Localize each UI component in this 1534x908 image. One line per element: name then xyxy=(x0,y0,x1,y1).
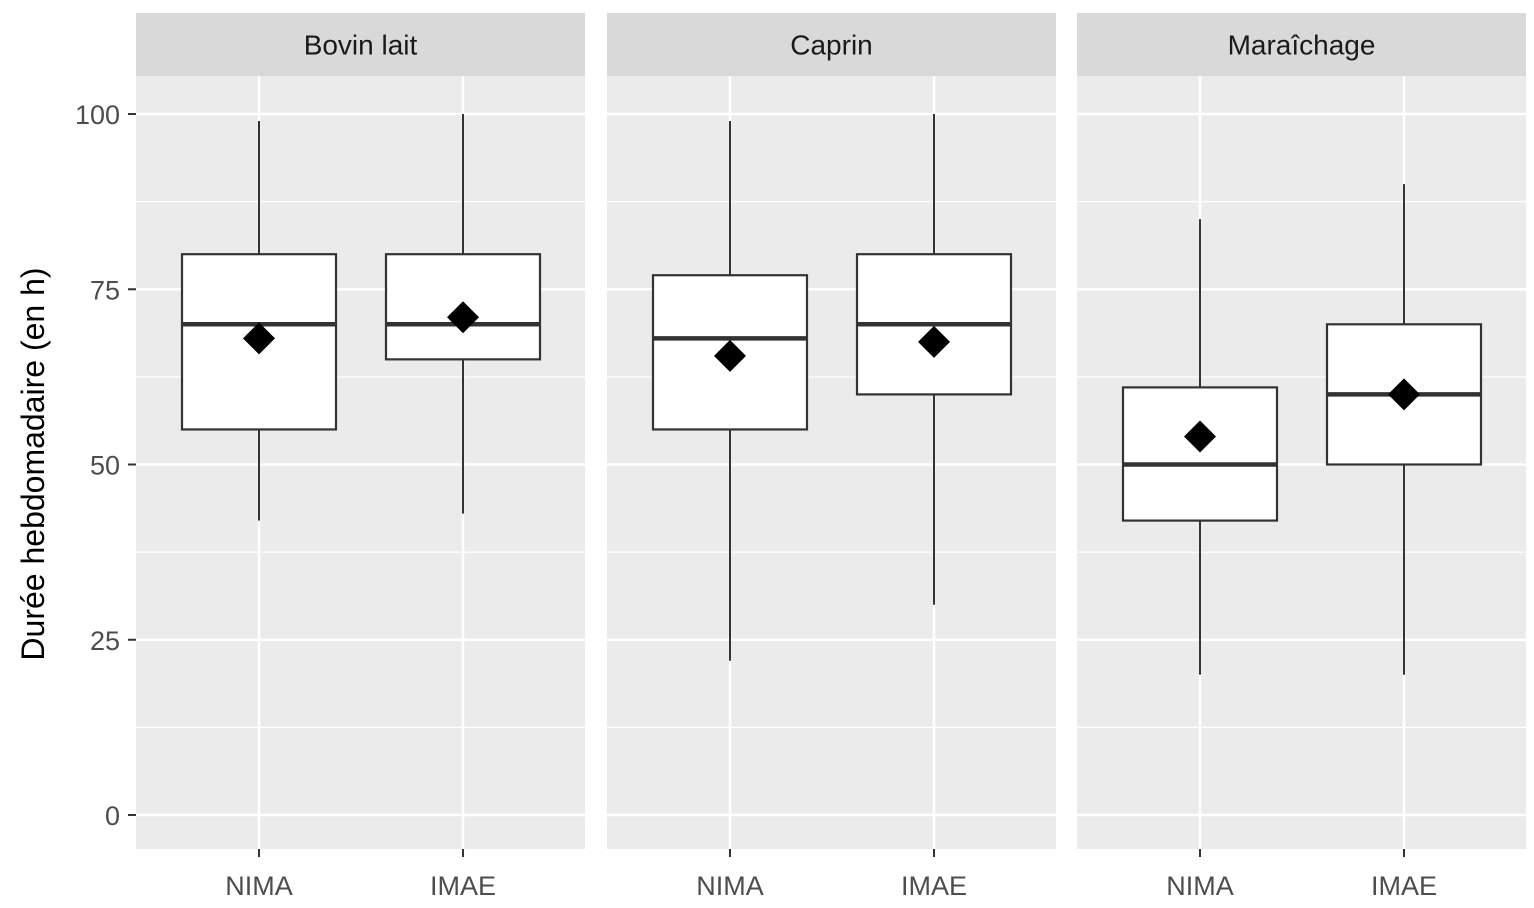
box-nima xyxy=(651,121,809,661)
mean-marker xyxy=(447,301,479,334)
mean-marker xyxy=(918,325,950,358)
facet-title: Maraîchage xyxy=(1228,30,1376,61)
facet-title: Caprin xyxy=(790,30,872,61)
x-tick-label-nima: NIMA xyxy=(225,871,293,901)
y-tick-label-75: 75 xyxy=(90,275,120,305)
y-tick-label-100: 100 xyxy=(75,100,120,130)
mean-marker xyxy=(1388,378,1420,411)
y-tick-label-50: 50 xyxy=(90,451,120,481)
box-nima xyxy=(180,121,338,521)
y-tick-label-0: 0 xyxy=(105,801,120,831)
panel-3: Maraîchage NIMA IMAE xyxy=(1077,13,1526,901)
panel-2: Caprin NIMA IMAE xyxy=(607,13,1056,901)
x-tick-label-imae: IMAE xyxy=(1371,871,1437,901)
mean-marker xyxy=(714,339,746,372)
y-axis-label: Durée hebdomadaire (en h) xyxy=(15,267,51,660)
iqr-box xyxy=(1121,386,1279,522)
x-tick-label-nima: NIMA xyxy=(1166,871,1234,901)
facet-strip xyxy=(136,13,585,76)
box-imae xyxy=(855,114,1013,605)
facet-title: Bovin lait xyxy=(304,30,418,61)
x-tick-label-imae: IMAE xyxy=(430,871,496,901)
panel-background xyxy=(607,76,1056,849)
panel-1: Bovin lait NIMA IMAE xyxy=(136,13,585,901)
mean-marker xyxy=(243,322,275,355)
mean-marker xyxy=(1184,420,1216,453)
box-imae xyxy=(384,114,542,514)
facet-strip xyxy=(607,13,1056,76)
box-imae xyxy=(1325,184,1483,675)
y-tick-label-25: 25 xyxy=(90,626,120,656)
panel-background xyxy=(136,76,585,849)
facet-strip xyxy=(1077,13,1526,76)
x-tick-label-nima: NIMA xyxy=(696,871,764,901)
x-tick-label-imae: IMAE xyxy=(901,871,967,901)
box-nima xyxy=(1121,219,1279,675)
